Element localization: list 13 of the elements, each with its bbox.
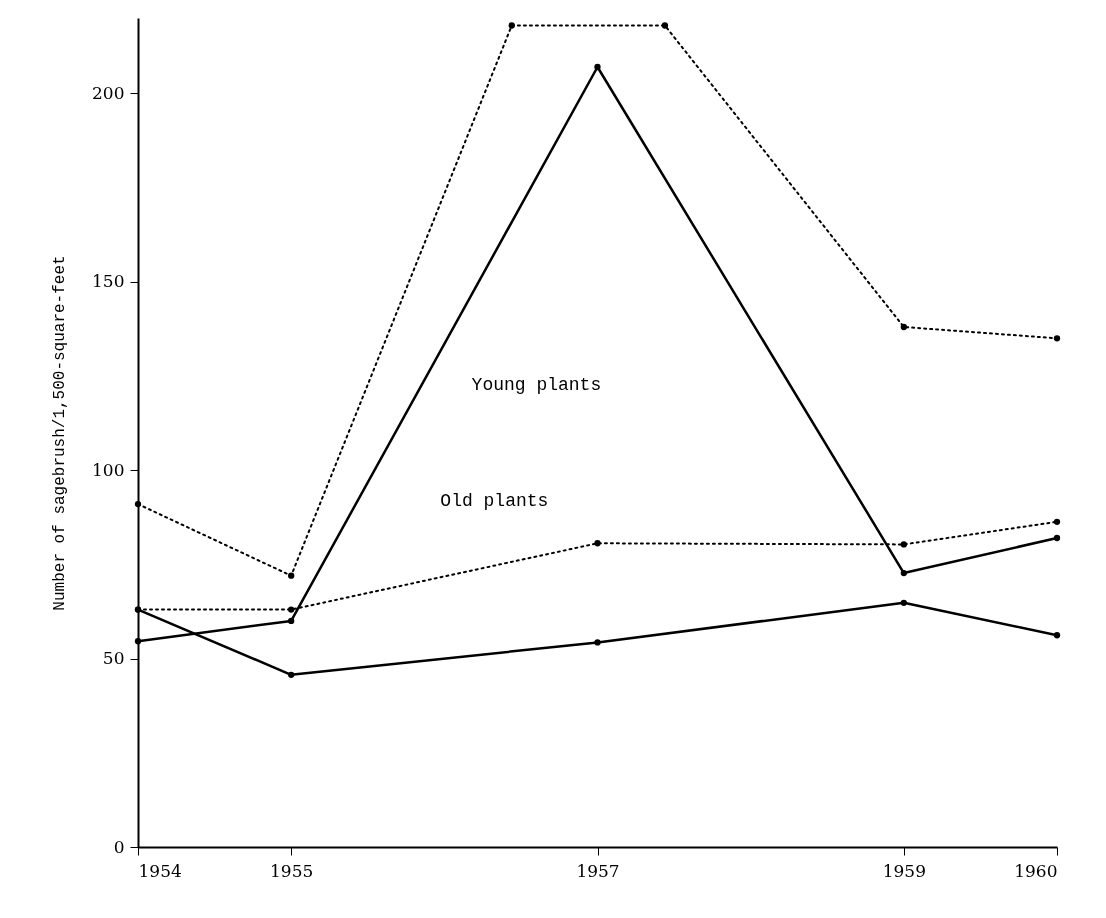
x-tick-label: 1954 — [138, 860, 182, 881]
x-tick-label: 1960 — [1014, 860, 1058, 881]
y-tick-label: 50 — [102, 648, 125, 669]
x-tick-label: 1957 — [576, 860, 620, 881]
annotation: Young plants — [471, 375, 602, 396]
y-tick-label: 200 — [92, 82, 125, 103]
y-tick-label: 0 — [113, 836, 125, 857]
y-axis-title: Number of sagebrush/1,500-square-feet — [51, 255, 70, 611]
x-tick-label: 1959 — [882, 860, 926, 881]
y-tick-label: 100 — [92, 459, 125, 480]
x-tick-label: 1955 — [270, 860, 314, 881]
annotation: Old plants — [440, 491, 549, 512]
y-tick-label: 150 — [92, 271, 125, 292]
